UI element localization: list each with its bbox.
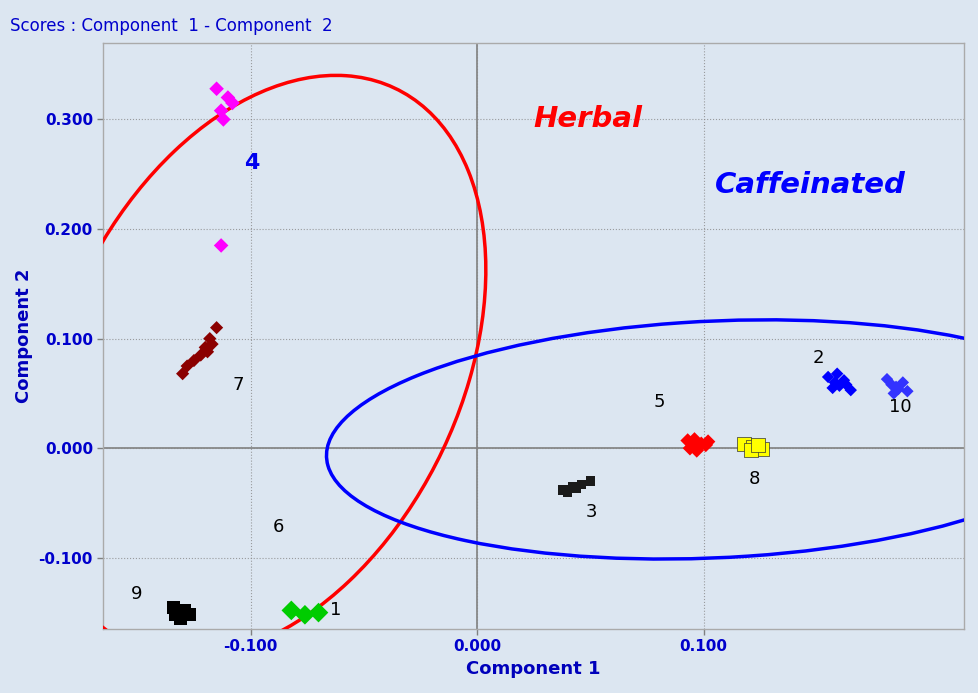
Point: [175, 607, 191, 618]
Point: [201, 333, 217, 344]
Point: [878, 374, 894, 385]
Point: [689, 445, 704, 456]
Point: [213, 240, 229, 251]
Point: [208, 83, 224, 94]
Point: [885, 388, 901, 399]
Point: [559, 486, 575, 498]
Point: [890, 383, 906, 394]
Point: [742, 445, 758, 456]
Point: [749, 439, 765, 450]
Point: [555, 484, 570, 495]
Point: [177, 605, 193, 616]
Point: [220, 92, 236, 103]
Point: [568, 483, 584, 494]
Point: [582, 475, 598, 486]
Point: [699, 436, 715, 447]
Point: [204, 339, 220, 350]
Point: [215, 114, 231, 125]
Point: [193, 349, 208, 360]
Point: [168, 609, 184, 620]
Point: [186, 355, 201, 366]
Point: [842, 385, 858, 396]
Text: 2: 2: [812, 349, 822, 367]
Point: [686, 434, 701, 445]
Point: [883, 379, 899, 390]
Point: [823, 383, 839, 394]
Text: Scores : Component  1 - Component  2: Scores : Component 1 - Component 2: [10, 17, 333, 35]
Text: 5: 5: [653, 393, 664, 411]
Text: 7: 7: [232, 376, 244, 394]
Point: [830, 380, 846, 392]
Point: [213, 105, 229, 116]
X-axis label: Component 1: Component 1: [466, 660, 600, 678]
Point: [224, 98, 240, 109]
Point: [284, 605, 299, 616]
Text: Caffeinated: Caffeinated: [714, 171, 905, 199]
Y-axis label: Component 2: Component 2: [15, 269, 33, 403]
Point: [828, 368, 844, 379]
Point: [682, 443, 697, 454]
Point: [175, 368, 191, 379]
Text: 9: 9: [130, 585, 142, 603]
Text: 8: 8: [748, 470, 760, 488]
Point: [692, 438, 708, 449]
Point: [296, 609, 312, 620]
Point: [181, 609, 197, 620]
Point: [165, 602, 181, 613]
Point: [172, 613, 188, 624]
Text: 10: 10: [888, 398, 911, 416]
Point: [899, 386, 914, 397]
Point: [826, 377, 842, 388]
Text: 1: 1: [330, 602, 341, 620]
Text: Herbal: Herbal: [533, 105, 642, 134]
Point: [894, 377, 910, 388]
Text: 3: 3: [585, 502, 597, 520]
Point: [208, 322, 224, 333]
Text: 6: 6: [273, 518, 285, 536]
Point: [573, 479, 589, 490]
Point: [697, 439, 713, 450]
Point: [310, 607, 326, 618]
Point: [887, 381, 903, 392]
Point: [820, 371, 835, 383]
Point: [198, 342, 213, 353]
Text: 4: 4: [244, 153, 259, 173]
Point: [200, 346, 215, 358]
Point: [835, 375, 851, 386]
Point: [563, 481, 579, 492]
Point: [745, 441, 761, 453]
Point: [679, 435, 694, 446]
Point: [837, 379, 853, 390]
Point: [754, 444, 770, 455]
Point: [735, 438, 751, 449]
Point: [179, 360, 195, 371]
